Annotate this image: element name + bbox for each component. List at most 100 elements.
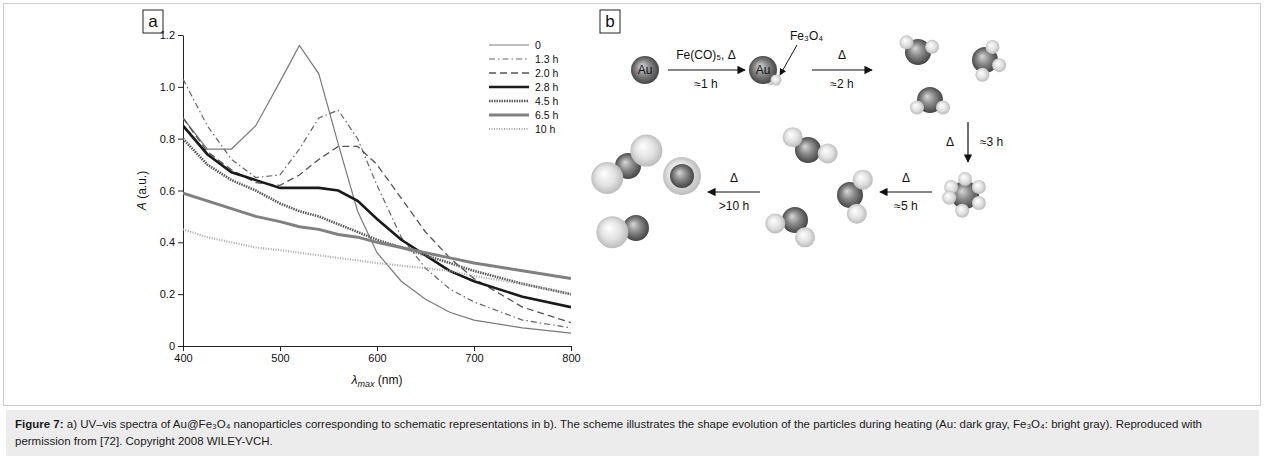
arrow (668, 69, 745, 70)
caption: Figure 7: a) UV–vis spectra of Au@Fe₃O₄ … (6, 410, 1259, 456)
y-axis: 0 0.2 0.4 0.6 0.8 1.0 1.2 (160, 29, 184, 352)
fe3o4-domain (925, 40, 939, 54)
scheme-label: Au (756, 63, 771, 77)
arrow (880, 191, 932, 192)
pointer (780, 45, 797, 75)
x-tick: 500 (271, 346, 289, 364)
fe3o4-domain (992, 58, 1006, 72)
arrow (708, 191, 760, 192)
fe3o4-domain (972, 196, 986, 210)
plot-area (183, 45, 571, 333)
fe3o4-domain (853, 170, 873, 190)
spectrum-line (183, 118, 571, 323)
scheme: AuFe(CO)₅, Δ≈1 hAuFe₃O₄Δ≈2 hΔ≈3 hΔ≈5 hΔ>… (591, 29, 1006, 248)
x-tick-label: 500 (271, 352, 289, 364)
scheme-label: Δ (902, 171, 910, 185)
legend-swatch (489, 128, 529, 130)
y-tick-label: 0.6 (160, 185, 175, 197)
y-axis-title: A (a.u.) (135, 171, 149, 211)
fe3o4-domain (630, 135, 662, 167)
legend: 01.3 h2.0 h2.8 h4.5 h6.5 h10 h (489, 39, 559, 135)
scheme-label: Δ (838, 48, 846, 62)
fe3o4-domain (958, 172, 972, 186)
legend-swatch (489, 86, 529, 89)
x-tick-label: 600 (368, 352, 386, 364)
legend-swatch (489, 58, 529, 59)
y-tick-label: 1.0 (160, 81, 175, 93)
x-tick-mark (280, 346, 281, 351)
legend-label: 10 h (535, 123, 556, 135)
au-core (631, 56, 659, 84)
y-tick-label: 0.4 (160, 236, 175, 248)
x-tick: 600 (368, 346, 386, 364)
legend-swatch (489, 114, 529, 117)
legend-label: 4.5 h (535, 95, 559, 107)
scheme-label: Δ (730, 171, 738, 185)
legend-swatch (489, 100, 529, 103)
scheme-label: ≈3 h (980, 135, 1003, 149)
arrow (967, 122, 968, 162)
y-tick-label: 1.2 (160, 29, 175, 41)
y-tick-mark (178, 242, 183, 243)
y-tick: 0.4 (160, 236, 183, 248)
y-tick-mark (178, 139, 183, 140)
y-tick: 0.6 (160, 185, 183, 197)
y-tick-mark (178, 346, 183, 347)
x-tick: 700 (465, 346, 483, 364)
x-tick-mark (571, 346, 572, 351)
scheme-label: Au (638, 63, 653, 77)
x-tick-label: 800 (562, 352, 580, 364)
y-tick-mark (178, 87, 183, 88)
fe3o4-domain (936, 101, 950, 115)
spectrum-line (183, 193, 571, 279)
fe3o4-domain (975, 68, 989, 82)
fe3o4-domain (847, 204, 867, 224)
scheme-label: ≈5 h (894, 199, 917, 213)
panel-letter: b (605, 12, 614, 31)
fe3o4-domain (783, 127, 803, 147)
legend-label: 6.5 h (535, 109, 559, 121)
fe3o4-domain (771, 75, 782, 86)
spectrum-line (183, 229, 571, 294)
fe3o4-domain (818, 143, 838, 163)
spectrum-line (183, 126, 571, 307)
y-tick-mark (178, 35, 183, 36)
fe3o4-domain (900, 35, 914, 49)
x-tick-mark (183, 346, 184, 351)
y-tick: 0.8 (160, 133, 183, 145)
x-tick-label: 700 (465, 352, 483, 364)
scheme-label: Fe(CO)₅, Δ (676, 48, 736, 62)
y-tick: 1.2 (160, 29, 183, 41)
legend-swatch (489, 44, 529, 45)
scheme-label: >10 h (719, 199, 749, 213)
fe3o4-domain (795, 227, 815, 247)
y-tick-label: 0.8 (160, 133, 175, 145)
fe3o4-domain (591, 162, 623, 194)
spectrum-line (183, 79, 571, 328)
y-axis-line (183, 36, 184, 347)
legend-label: 2.0 h (535, 67, 559, 79)
y-tick: 1.0 (160, 81, 183, 93)
x-tick-mark (474, 346, 475, 351)
y-tick-label: 0.2 (160, 288, 175, 300)
x-tick-label: 400 (174, 352, 192, 364)
fe3o4-domain (663, 157, 701, 195)
panel-letter-box (600, 10, 620, 33)
legend-swatch (489, 72, 529, 73)
fe3o4-domain (955, 204, 969, 218)
spectrum-line (183, 45, 571, 333)
y-tick: 0.2 (160, 288, 183, 300)
x-tick: 400 (174, 346, 192, 364)
scheme-label: ≈1 h (694, 77, 717, 91)
y-tick: 0 (169, 340, 183, 352)
y-tick-mark (178, 191, 183, 192)
scheme-label: Δ (946, 135, 954, 149)
figure: ab40050060070080000.20.40.60.81.01.2λmax… (0, 0, 1265, 408)
caption-label: Figure 7: (15, 418, 64, 430)
y-tick-mark (178, 294, 183, 295)
caption-text: a) UV–vis spectra of Au@Fe₃O₄ nanopartic… (15, 418, 1202, 447)
x-tick: 800 (562, 346, 580, 364)
y-tick-label: 0 (169, 340, 175, 352)
fe3o4-domain (942, 191, 956, 205)
legend-label: 1.3 h (535, 53, 559, 65)
